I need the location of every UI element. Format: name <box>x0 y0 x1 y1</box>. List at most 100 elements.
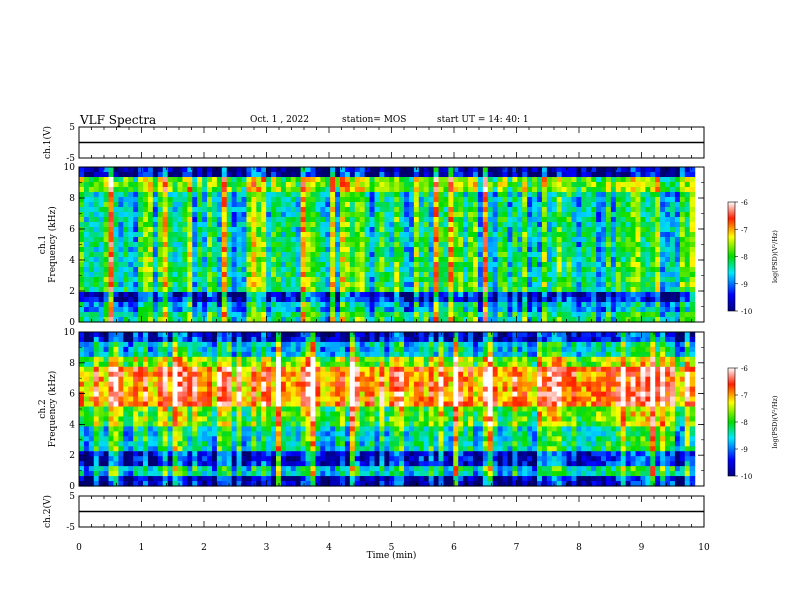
spectrogram-cell <box>645 312 651 318</box>
spectrogram-cell <box>197 396 203 403</box>
spectrogram-cell <box>551 192 558 198</box>
spectrogram-cell <box>546 182 553 188</box>
spectrogram-cell <box>211 247 218 253</box>
spectrogram-cell <box>197 416 203 423</box>
spectrogram-cell <box>138 257 144 263</box>
spectrogram-cell <box>566 257 573 263</box>
spectrogram-cell <box>394 297 400 303</box>
spectrogram-cell <box>138 376 144 383</box>
spectrogram-cell <box>138 456 144 462</box>
spectrogram-cell <box>443 222 449 228</box>
spectrogram-cell <box>576 247 582 253</box>
spectrogram-cell <box>300 317 307 323</box>
spectrogram-cell <box>487 297 494 303</box>
spectrogram-cell <box>167 302 174 308</box>
spectrogram-cell <box>79 436 85 442</box>
spectrogram-cell <box>133 476 139 482</box>
spectrogram-cell <box>655 197 661 203</box>
spectrogram-cell <box>581 302 587 308</box>
spectrogram-cell <box>556 297 563 303</box>
spectrogram-cell <box>468 232 474 238</box>
spectrogram-cell <box>561 277 568 283</box>
spectrogram-cell <box>103 317 110 323</box>
spectrogram-cell <box>167 332 174 338</box>
spectrogram-cell <box>679 202 686 208</box>
spectrogram-cell <box>507 252 513 258</box>
spectrogram-cell <box>108 332 115 338</box>
spectrogram-cell <box>433 192 440 198</box>
spectrogram-cell <box>162 292 169 298</box>
spectrogram-cell <box>566 287 573 293</box>
spectrogram-cell <box>320 317 326 323</box>
spectrogram-cell <box>280 277 287 283</box>
spectrogram-cell <box>650 317 656 323</box>
spectrogram-cell <box>202 262 208 268</box>
spectrogram-cell <box>83 242 90 248</box>
spectrogram-cell <box>477 212 484 218</box>
spectrogram-cell <box>167 182 174 188</box>
spectrogram-cell <box>551 197 558 203</box>
spectrogram-cell <box>172 446 179 452</box>
spectrogram-cell <box>285 247 292 253</box>
spectrogram-cell <box>605 242 612 248</box>
spectrogram-cell <box>93 456 100 462</box>
spectrogram-cell <box>502 172 509 178</box>
spectrogram-cell <box>172 282 179 288</box>
spectrogram-cell <box>187 302 193 308</box>
spectrogram-cell <box>532 217 538 223</box>
spectrogram-cell <box>271 302 277 308</box>
spectrogram-cell <box>231 242 238 248</box>
spectrogram-cell <box>182 441 188 447</box>
spectrogram-cell <box>202 202 208 208</box>
spectrogram-cell <box>231 277 238 283</box>
spectrogram-cell <box>379 297 385 303</box>
spectrogram-cell <box>98 476 105 482</box>
spectrogram-cell <box>561 312 568 318</box>
spectrogram-cell <box>650 312 656 318</box>
spectrogram-cell <box>147 401 154 408</box>
spectrogram-cell <box>581 312 587 318</box>
spectrogram-cell <box>325 242 331 248</box>
spectrogram-cell <box>635 177 642 183</box>
spectrogram-cell <box>246 257 252 263</box>
spectrogram-cell <box>615 307 622 313</box>
spectrogram-cell <box>453 267 459 273</box>
spectrogram-cell <box>541 262 548 268</box>
spectrogram-cell <box>404 287 410 293</box>
spectrogram-cell <box>280 192 287 198</box>
spectrogram-cell <box>295 237 302 243</box>
spectrogram-cell <box>359 262 366 268</box>
spectrogram-cell <box>152 461 159 467</box>
spectrogram-cell <box>207 247 213 253</box>
spectrogram-cell <box>689 312 696 318</box>
spectrogram-cell <box>605 267 612 273</box>
spectrogram-cell <box>143 391 149 398</box>
spectrogram-cell <box>118 361 124 368</box>
spectrogram-cell <box>374 192 381 198</box>
spectrogram-cell <box>167 292 174 298</box>
spectrogram-cell <box>157 302 164 308</box>
spectrogram-cell <box>487 177 494 183</box>
spectrogram-cell <box>202 207 208 213</box>
spectrogram-cell <box>202 302 208 308</box>
spectrogram-cell <box>438 307 445 313</box>
spectrogram-cell <box>335 227 341 233</box>
spectrogram-cell <box>605 187 612 193</box>
spectrogram-cell <box>251 257 257 263</box>
spectrogram-cell <box>325 292 331 298</box>
spectrogram-cell <box>118 287 124 293</box>
spectrogram-cell <box>601 297 607 303</box>
spectrogram-cell <box>256 262 262 268</box>
spectrogram-cell <box>83 371 90 378</box>
spectrogram-cell <box>276 297 282 303</box>
spectrogram-cell <box>157 346 164 353</box>
spectrogram-cell <box>280 257 287 263</box>
spectrogram-cell <box>276 207 282 213</box>
spectrogram-cell <box>670 217 676 223</box>
spectrogram-cell <box>315 207 321 213</box>
spectrogram-cell <box>389 267 395 273</box>
spectrogram-cell <box>369 232 376 238</box>
spectrogram-cell <box>527 232 533 238</box>
spectrogram-cell <box>551 177 558 183</box>
spectrogram-cell <box>108 282 115 288</box>
